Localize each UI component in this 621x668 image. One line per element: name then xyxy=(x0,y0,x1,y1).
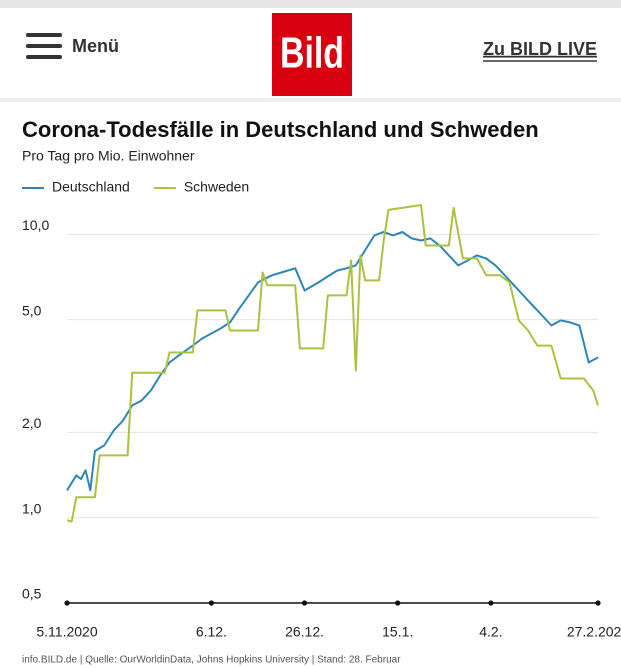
y-tick-label: 0,5 xyxy=(22,586,42,602)
y-tick-label: 5,0 xyxy=(22,302,42,318)
data-line xyxy=(66,231,599,492)
live-link[interactable]: Zu BILD LIVE xyxy=(483,39,597,59)
y-tick-label: 10,0 xyxy=(22,217,49,233)
x-tick-mark xyxy=(301,600,308,606)
menu-bar xyxy=(26,33,62,37)
data-line xyxy=(66,204,599,523)
legend-label: Schweden xyxy=(184,179,249,195)
legend-label: Deutschland xyxy=(52,179,130,195)
menu-bar xyxy=(26,55,62,59)
menu-bar xyxy=(26,44,62,48)
chart-title: Corona-Todesfälle in Deutschland und Sch… xyxy=(22,117,539,142)
x-tick-label: 5.11.2020 xyxy=(36,624,97,640)
footer: info.BILD.de | Quelle: OurWorldinData, J… xyxy=(22,655,401,666)
x-tick-mark xyxy=(595,600,601,606)
x-tick-label: 4.2. xyxy=(479,624,502,640)
menu-label[interactable]: Menü xyxy=(72,36,119,56)
plot: 0,5 1,0 2,0 5,0 10,0 5.11.2020 6.12. 26.12. 15.1… xyxy=(22,179,621,640)
x-tick-mark xyxy=(208,600,214,606)
logo-text: Bild xyxy=(280,29,344,78)
y-tick-label: 2,0 xyxy=(22,415,42,431)
x-tick-mark xyxy=(64,600,70,606)
x-tick-label: 6.12. xyxy=(196,624,227,640)
y-tick-label: 1,0 xyxy=(22,500,42,516)
x-tick-label: 26.12. xyxy=(285,624,324,640)
top-strip xyxy=(0,0,621,8)
chart-subtitle: Pro Tag pro Mio. Einwohner xyxy=(22,148,195,164)
header-divider xyxy=(0,98,621,102)
x-tick-label: 27.2.2021 xyxy=(567,624,621,640)
x-tick-mark xyxy=(395,600,401,606)
logo-box[interactable] xyxy=(272,13,352,96)
menu-icon[interactable] xyxy=(26,33,62,59)
x-tick-label: 15.1. xyxy=(382,624,413,640)
x-tick-mark xyxy=(488,600,494,606)
